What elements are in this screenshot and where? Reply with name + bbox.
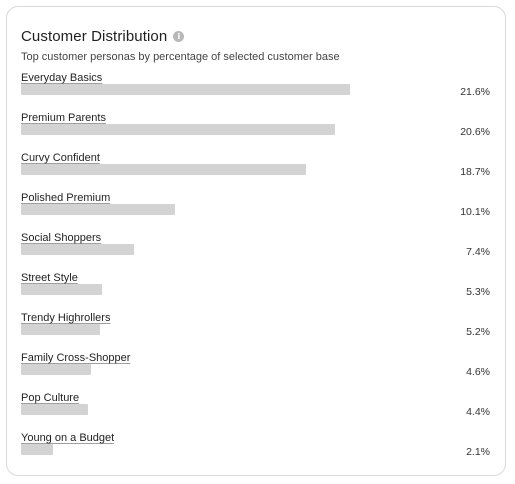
persona-label[interactable]: Polished Premium: [21, 192, 111, 204]
persona-bar: [21, 84, 350, 95]
persona-bar: [21, 444, 53, 455]
persona-label[interactable]: Premium Parents: [21, 112, 106, 124]
persona-label[interactable]: Family Cross-Shopper: [21, 352, 131, 364]
persona-bar: [21, 364, 91, 375]
persona-row: Pop Culture 4.4%: [21, 388, 491, 428]
persona-bar: [21, 124, 335, 135]
persona-label[interactable]: Pop Culture: [21, 392, 80, 404]
persona-percentage: 5.2%: [466, 326, 490, 338]
persona-percentage: 10.1%: [460, 206, 490, 218]
persona-percentage: 18.7%: [460, 166, 490, 178]
persona-bar-track: [21, 284, 413, 295]
persona-bar-track: [21, 244, 413, 255]
persona-percentage: 5.3%: [466, 286, 490, 298]
info-icon[interactable]: i: [173, 30, 185, 42]
title-row: Customer Distribution i: [21, 26, 491, 46]
persona-percentage: 2.1%: [466, 446, 490, 458]
persona-label[interactable]: Trendy Highrollers: [21, 312, 111, 324]
persona-label[interactable]: Social Shoppers: [21, 232, 102, 244]
persona-percentage: 21.6%: [460, 86, 490, 98]
persona-percentage: 7.4%: [466, 246, 490, 258]
persona-bar: [21, 324, 100, 335]
card-title: Customer Distribution: [21, 27, 168, 45]
persona-label[interactable]: Everyday Basics: [21, 72, 103, 84]
persona-bar-track: [21, 164, 413, 175]
persona-bar-track: [21, 404, 413, 415]
persona-row: Polished Premium 10.1%: [21, 188, 491, 228]
persona-bar-track: [21, 324, 413, 335]
persona-row: Family Cross-Shopper 4.6%: [21, 348, 491, 388]
persona-percentage: 4.4%: [466, 406, 490, 418]
persona-label[interactable]: Curvy Confident: [21, 152, 100, 164]
persona-row: Everyday Basics 21.6%: [21, 68, 491, 108]
persona-label[interactable]: Young on a Budget: [21, 432, 115, 444]
persona-row: Street Style 5.3%: [21, 268, 491, 308]
persona-row: Young on a Budget 2.1%: [21, 428, 491, 468]
persona-bar: [21, 244, 134, 255]
persona-percentage: 20.6%: [460, 126, 490, 138]
persona-bar: [21, 284, 102, 295]
persona-bar-track: [21, 364, 413, 375]
persona-list: Everyday Basics 21.6% Premium Parents 20.6%…: [21, 68, 491, 468]
persona-bar: [21, 204, 175, 215]
persona-bar-track: [21, 124, 413, 135]
persona-percentage: 4.6%: [466, 366, 490, 378]
customer-distribution-card: Customer Distribution i Top customer per…: [6, 6, 506, 476]
persona-bar-track: [21, 204, 413, 215]
persona-bar-track: [21, 84, 413, 95]
card-subtitle: Top customer personas by percentage of s…: [21, 51, 340, 63]
persona-row: Curvy Confident 18.7%: [21, 148, 491, 188]
persona-bar: [21, 404, 88, 415]
persona-bar: [21, 164, 306, 175]
persona-label[interactable]: Street Style: [21, 272, 78, 284]
persona-row: Premium Parents 20.6%: [21, 108, 491, 148]
persona-bar-track: [21, 444, 413, 455]
persona-row: Trendy Highrollers 5.2%: [21, 308, 491, 348]
card-header: Customer Distribution i Top customer per…: [21, 26, 491, 64]
persona-row: Social Shoppers 7.4%: [21, 228, 491, 268]
